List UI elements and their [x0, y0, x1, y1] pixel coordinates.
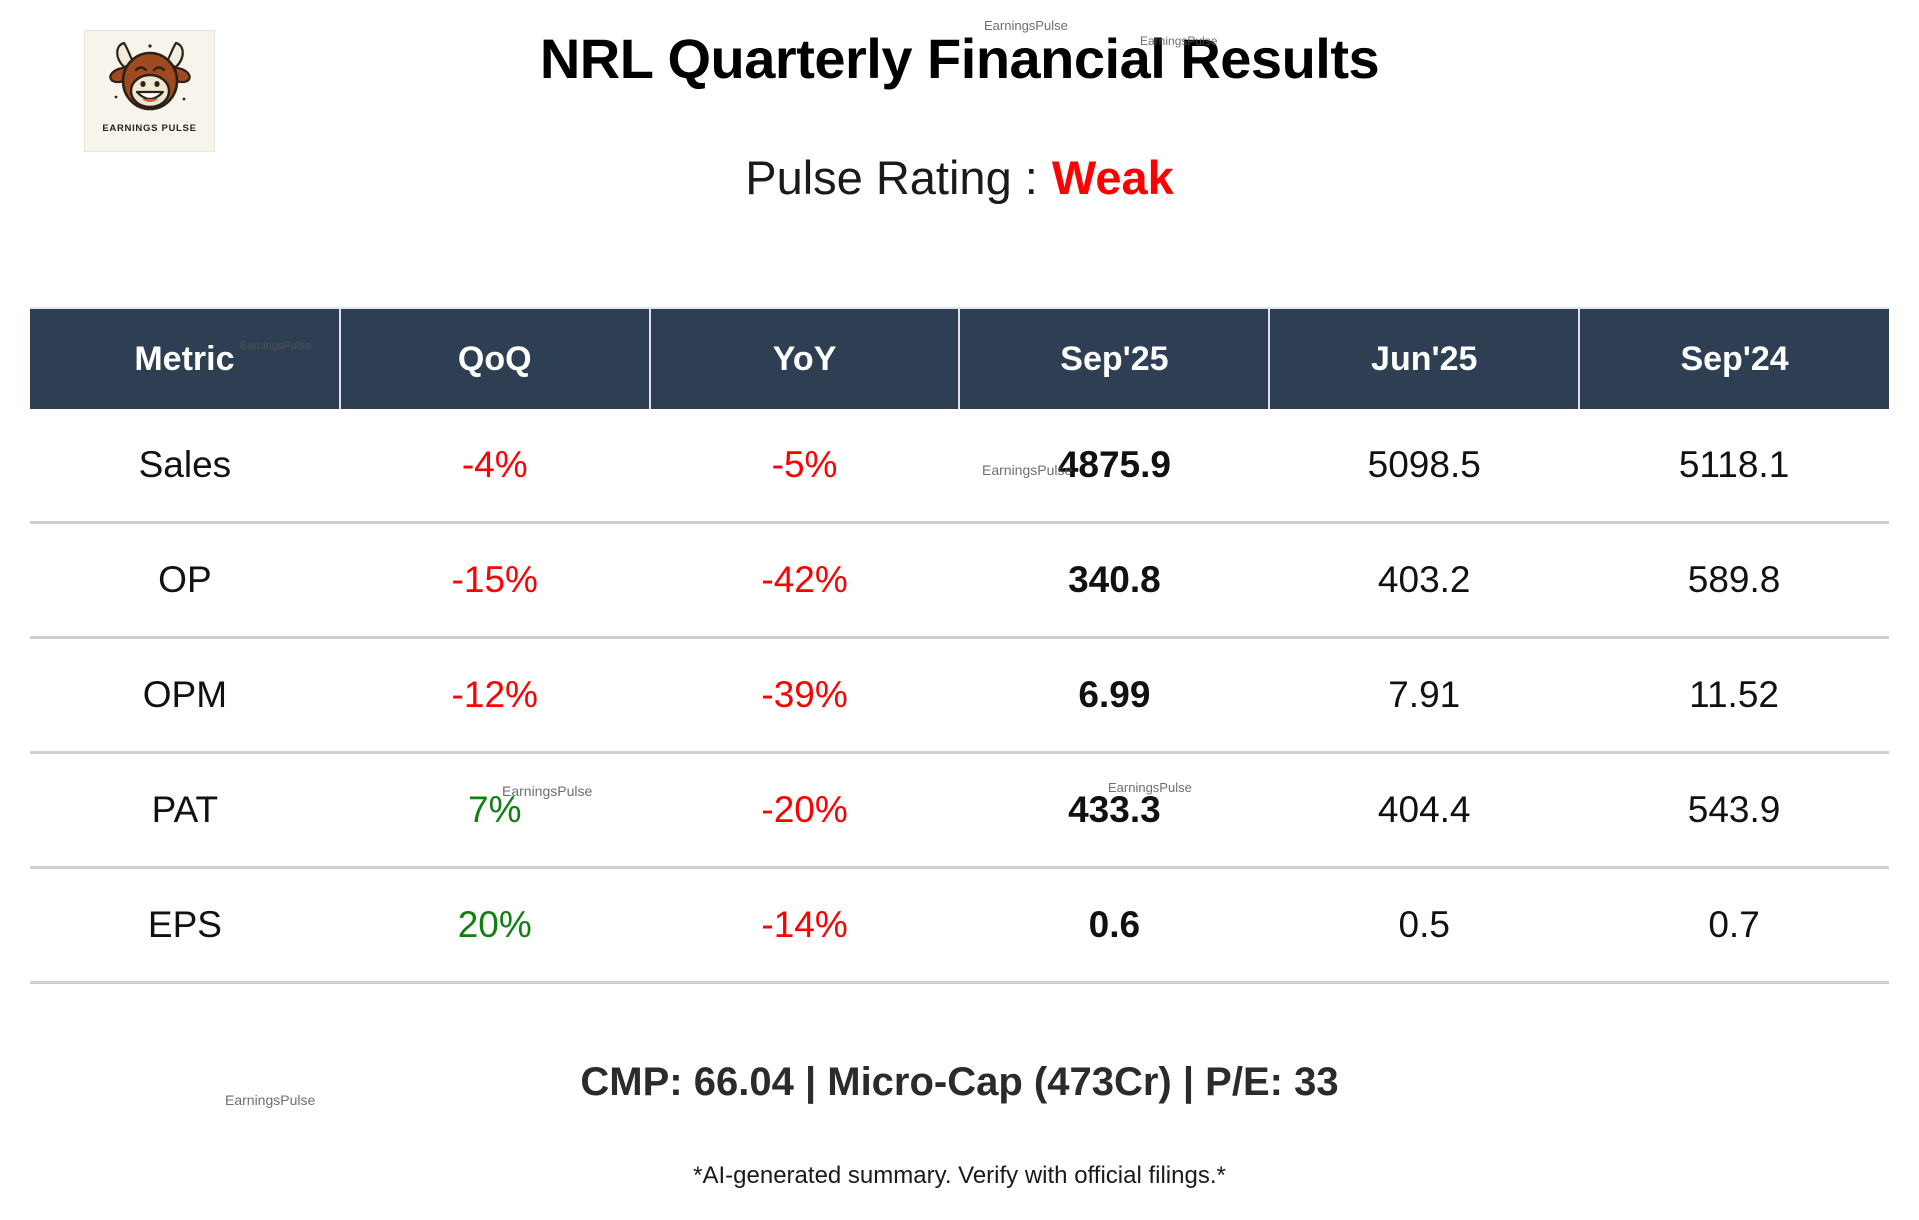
prev-quarter-value: 5098.5: [1269, 409, 1580, 524]
metric-label: PAT: [30, 752, 340, 869]
qoq-value: -15%: [339, 522, 650, 639]
qoq-value: 20%: [339, 867, 650, 984]
table-row: EPS 20% -14% 0.6 0.5 0.7: [30, 867, 1889, 984]
prev-quarter-value: 0.5: [1269, 867, 1580, 984]
brand-logo: EARNINGS PULSE: [84, 30, 215, 152]
column-header-yoy: YoY: [649, 307, 961, 409]
prev-quarter-value: 403.2: [1269, 522, 1580, 639]
metric-label: OP: [30, 522, 340, 639]
yoy-value: -14%: [649, 867, 960, 984]
column-header-metric: Metric: [30, 307, 341, 409]
prev-year-value: 589.8: [1579, 522, 1889, 639]
table-row: OPM -12% -39% 6.99 7.91 11.52: [30, 637, 1889, 754]
yoy-value: -42%: [649, 522, 960, 639]
prev-quarter-value: 7.91: [1269, 637, 1580, 754]
table-row: Sales -4% -5% 4875.9 5098.5 5118.1: [30, 409, 1889, 524]
qoq-value: 7%: [339, 752, 650, 869]
current-quarter-value: 0.6: [959, 867, 1270, 984]
prev-year-value: 0.7: [1579, 867, 1889, 984]
column-header-sep24: Sep'24: [1579, 307, 1889, 409]
pulse-rating: Pulse Rating : Weak: [0, 150, 1919, 205]
prev-year-value: 11.52: [1579, 637, 1889, 754]
cmp-summary: CMP: 66.04 | Micro-Cap (473Cr) | P/E: 33: [580, 1060, 1339, 1104]
current-quarter-value: 433.3: [959, 752, 1270, 869]
yoy-value: -39%: [649, 637, 960, 754]
qoq-value: -12%: [339, 637, 650, 754]
bull-mascot-icon: [108, 41, 191, 111]
metric-label: Sales: [30, 409, 340, 524]
column-header-qoq: QoQ: [339, 307, 651, 409]
table-row: PAT 7% -20% 433.3 404.4 543.9: [30, 752, 1889, 869]
current-quarter-value: 6.99: [959, 637, 1270, 754]
prev-year-value: 5118.1: [1579, 409, 1889, 524]
prev-quarter-value: 404.4: [1269, 752, 1580, 869]
pulse-rating-value: Weak: [1051, 151, 1174, 204]
yoy-value: -5%: [649, 409, 960, 524]
current-quarter-value: 4875.9: [959, 409, 1270, 524]
qoq-value: -4%: [339, 409, 650, 524]
current-quarter-value: 340.8: [959, 522, 1270, 639]
table-row: OP -15% -42% 340.8 403.2 589.8: [30, 522, 1889, 639]
table-header-row: Metric QoQ YoY Sep'25 Jun'25 Sep'24: [30, 307, 1889, 409]
disclaimer-text: *AI-generated summary. Verify with offic…: [693, 1162, 1226, 1189]
financial-results-table: Metric QoQ YoY Sep'25 Jun'25 Sep'24 Sale…: [30, 307, 1889, 984]
column-header-sep25: Sep'25: [959, 307, 1271, 409]
prev-year-value: 543.9: [1579, 752, 1889, 869]
logo-caption: EARNINGS PULSE: [102, 123, 197, 134]
column-header-jun25: Jun'25: [1269, 307, 1581, 409]
metric-label: EPS: [30, 867, 340, 984]
yoy-value: -20%: [649, 752, 960, 869]
page-title: NRL Quarterly Financial Results: [539, 27, 1380, 90]
metric-label: OPM: [30, 637, 340, 754]
pulse-rating-label: Pulse Rating :: [745, 151, 1038, 204]
